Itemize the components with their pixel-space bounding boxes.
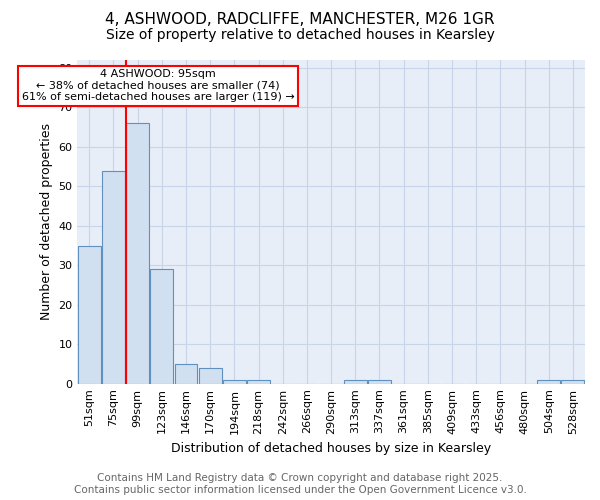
Bar	[126, 123, 149, 384]
Bar	[368, 380, 391, 384]
Text: 4, ASHWOOD, RADCLIFFE, MANCHESTER, M26 1GR: 4, ASHWOOD, RADCLIFFE, MANCHESTER, M26 1…	[105, 12, 495, 28]
Text: Size of property relative to detached houses in Kearsley: Size of property relative to detached ho…	[106, 28, 494, 42]
X-axis label: Distribution of detached houses by size in Kearsley: Distribution of detached houses by size …	[171, 442, 491, 455]
Text: 4 ASHWOOD: 95sqm
← 38% of detached houses are smaller (74)
61% of semi-detached : 4 ASHWOOD: 95sqm ← 38% of detached house…	[22, 69, 295, 102]
Text: Contains HM Land Registry data © Crown copyright and database right 2025.
Contai: Contains HM Land Registry data © Crown c…	[74, 474, 526, 495]
Bar	[151, 269, 173, 384]
Y-axis label: Number of detached properties: Number of detached properties	[40, 124, 53, 320]
Bar	[102, 170, 125, 384]
Bar	[247, 380, 270, 384]
Bar	[199, 368, 221, 384]
Bar	[175, 364, 197, 384]
Bar	[537, 380, 560, 384]
Bar	[78, 246, 101, 384]
Bar	[562, 380, 584, 384]
Bar	[223, 380, 246, 384]
Bar	[344, 380, 367, 384]
